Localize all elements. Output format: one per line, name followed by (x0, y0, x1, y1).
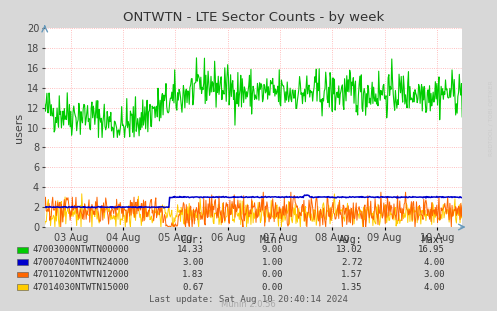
Text: 13.02: 13.02 (336, 245, 363, 254)
Text: Min:: Min: (260, 235, 283, 245)
Text: 47003000NTWTN00000: 47003000NTWTN00000 (32, 245, 129, 254)
Text: 0.00: 0.00 (262, 270, 283, 279)
Text: 0.00: 0.00 (262, 283, 283, 292)
Text: 47014030NTWTN15000: 47014030NTWTN15000 (32, 283, 129, 292)
Text: 47007040NTWTN24000: 47007040NTWTN24000 (32, 258, 129, 267)
Text: 4.00: 4.00 (423, 283, 445, 292)
Text: Munin 2.0.56: Munin 2.0.56 (221, 299, 276, 309)
Text: Cur:: Cur: (180, 235, 204, 245)
Text: 4.00: 4.00 (423, 258, 445, 267)
Text: 47011020NTWTN12000: 47011020NTWTN12000 (32, 270, 129, 279)
Y-axis label: users: users (14, 113, 24, 142)
Text: 1.35: 1.35 (341, 283, 363, 292)
Title: ONTWTN - LTE Sector Counts - by week: ONTWTN - LTE Sector Counts - by week (123, 11, 384, 24)
Text: 1.57: 1.57 (341, 270, 363, 279)
Text: Avg:: Avg: (339, 235, 363, 245)
Text: 1.00: 1.00 (262, 258, 283, 267)
Text: 2.72: 2.72 (341, 258, 363, 267)
Text: 16.95: 16.95 (418, 245, 445, 254)
Text: 3.00: 3.00 (423, 270, 445, 279)
Text: 0.67: 0.67 (182, 283, 204, 292)
Text: Max:: Max: (421, 235, 445, 245)
Text: Last update: Sat Aug 10 20:40:14 2024: Last update: Sat Aug 10 20:40:14 2024 (149, 295, 348, 304)
Text: 1.83: 1.83 (182, 270, 204, 279)
Text: 14.33: 14.33 (177, 245, 204, 254)
Text: 9.00: 9.00 (262, 245, 283, 254)
Text: RRDTOOL / TOBI OETIKER: RRDTOOL / TOBI OETIKER (488, 80, 493, 156)
Text: 3.00: 3.00 (182, 258, 204, 267)
